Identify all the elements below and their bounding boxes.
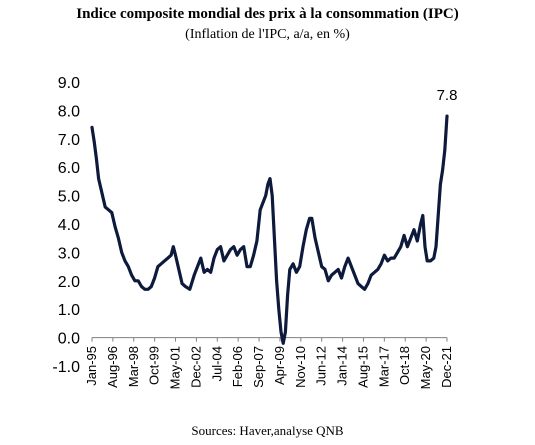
- x-axis: Jan-95 Aug-96 Mar-98 Oct-99 May-01 Dec-02 Jul-…: [84, 337, 454, 389]
- y-tick-label: -1.0: [52, 359, 80, 376]
- cpi-inflation-line: [90, 114, 449, 345]
- x-tick-label: Nov-10: [293, 346, 308, 388]
- series-layer: [90, 114, 449, 345]
- x-tick-label: Sep-07: [251, 346, 266, 388]
- x-tick-label: May-20: [418, 346, 433, 389]
- y-tick-label: 7.0: [58, 132, 80, 149]
- y-axis: 9.0 8.0 7.0 6.0 5.0 4.0 3.0 2.0 1.0 0.0 -1.0: [52, 75, 80, 376]
- chart-source: Sources: Haver,analyse QNB: [191, 423, 344, 438]
- x-tick-label: Dec-02: [188, 346, 203, 388]
- x-tick-label: Apr-09: [272, 346, 287, 385]
- x-tick-label: Mar-17: [376, 346, 391, 387]
- x-tick-label: Oct-99: [147, 346, 162, 385]
- y-tick-label: 8.0: [58, 103, 80, 120]
- x-tick-label: Jan-95: [84, 346, 99, 386]
- x-tick-label: Mar-98: [126, 346, 141, 387]
- y-tick-label: 5.0: [58, 189, 80, 206]
- y-tick-label: 0.0: [58, 331, 80, 348]
- y-tick-label: 4.0: [58, 217, 80, 234]
- x-tick-label: Jul-04: [209, 346, 224, 381]
- chart-title: Indice composite mondial des prix à la c…: [76, 6, 459, 22]
- x-tick-label: Feb-06: [230, 346, 245, 387]
- last-value-annotation: 7.8: [437, 87, 458, 104]
- y-tick-label: 9.0: [58, 75, 80, 92]
- chart-subtitle: (Inflation de l'IPC, a/a, en %): [185, 27, 350, 42]
- x-tick-label: May-01: [168, 346, 183, 389]
- x-tick-label: Oct-18: [397, 346, 412, 385]
- x-tick-label: Jun-12: [314, 346, 329, 386]
- y-tick-label: 3.0: [58, 245, 80, 262]
- x-tick-label: Aug-15: [355, 346, 370, 388]
- y-tick-label: 1.0: [58, 302, 80, 319]
- x-tick-label: Dec-21: [439, 346, 454, 388]
- y-tick-label: 2.0: [58, 274, 80, 291]
- x-tick-label: Aug-96: [105, 346, 120, 388]
- x-tick-label: Jan-14: [335, 346, 350, 386]
- y-tick-label: 6.0: [58, 160, 80, 177]
